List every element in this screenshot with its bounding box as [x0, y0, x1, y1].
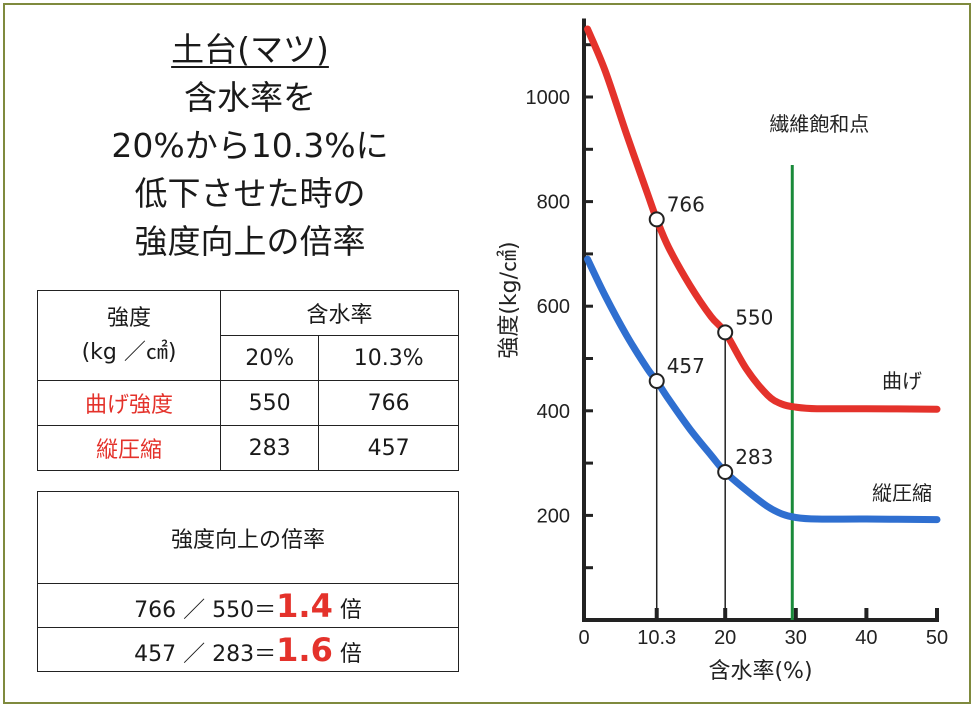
cell-bending-20: 550: [219, 380, 320, 426]
x-axis-title: 含水率(%): [708, 659, 812, 684]
data-label: 766: [667, 192, 705, 216]
x-tick-label: 10.3: [637, 627, 676, 649]
ratio-expr: 766 ／ 550＝: [134, 597, 277, 623]
series-compression-label: 縦圧縮: [872, 481, 932, 505]
table-row: 曲げ強度 550 766: [37, 380, 459, 426]
strength-header: 強度: [106, 305, 151, 331]
data-point-marker: [648, 372, 665, 389]
data-point-marker: [717, 324, 734, 341]
y-tick-label: 200: [537, 505, 570, 527]
x-tick-label: 20: [714, 627, 736, 649]
table-row: 457 ／ 283＝1.6 倍: [37, 627, 459, 672]
title-line-5: 強度向上の倍率: [134, 222, 366, 261]
cell-compression-10-3: 457: [318, 425, 459, 471]
outer-frame: [3, 3, 971, 704]
row-label-compression: 縦圧縮: [37, 425, 221, 471]
series-bending-label: 曲げ: [882, 369, 922, 393]
data-point-marker: [648, 211, 665, 228]
ratio-value: 1.6: [276, 630, 333, 669]
cell-compression-20: 283: [219, 425, 320, 471]
x-tick-label: 0: [578, 627, 589, 649]
ratio-row-bending: 766 ／ 550＝1.4 倍: [37, 583, 459, 628]
title-line-2: 含水率を: [184, 78, 316, 117]
data-label: 550: [735, 305, 773, 329]
table-row: 縦圧縮 283 457: [37, 425, 459, 471]
ratio-header: 強度向上の倍率: [37, 491, 459, 584]
table-row: 766 ／ 550＝1.4 倍: [37, 583, 459, 628]
y-axis-title: 強度(kg/㎠): [496, 241, 522, 358]
strength-header-cell: 強度 (kg ／㎠): [37, 290, 221, 381]
y-tick-label: 600: [537, 296, 570, 318]
unit-header: (kg ／㎠): [81, 339, 177, 365]
ratio-expr: 457 ／ 283＝: [134, 641, 277, 667]
series-bending-line: [584, 25, 941, 413]
title-line-1: 土台(マツ): [171, 30, 329, 69]
x-tick-label: 30: [785, 627, 807, 649]
data-point-marker: [717, 463, 734, 480]
ratio-row-compression: 457 ／ 283＝1.6 倍: [37, 627, 459, 672]
title-line-3: 20%から10.3%に: [111, 126, 389, 165]
col-header-10-3: 10.3%: [318, 335, 459, 381]
data-label: 283: [735, 445, 773, 469]
ratio-table: 強度向上の倍率 766 ／ 550＝1.4 倍 457 ／ 283＝1.6 倍: [37, 491, 459, 672]
fiber-saturation-label: 繊維飽和点: [769, 112, 869, 136]
strength-table: 強度 (kg ／㎠) 含水率 20% 10.3% 曲げ強度 550 766 縦圧…: [37, 290, 459, 471]
y-tick-label: 800: [537, 192, 570, 214]
col-header-20: 20%: [219, 335, 320, 381]
x-tick-label: 50: [926, 627, 948, 649]
data-label: 457: [667, 354, 705, 378]
series-compression-line: [584, 255, 941, 524]
ratio-unit: 倍: [339, 597, 362, 623]
ratio-unit: 倍: [339, 641, 362, 667]
ratio-value: 1.4: [276, 586, 333, 625]
y-tick-label: 1000: [526, 87, 571, 109]
x-tick-label: 40: [855, 627, 877, 649]
y-tick-label: 400: [537, 401, 570, 423]
moisture-header: 含水率: [220, 290, 459, 336]
title-line-4: 低下させた時の: [134, 174, 366, 213]
